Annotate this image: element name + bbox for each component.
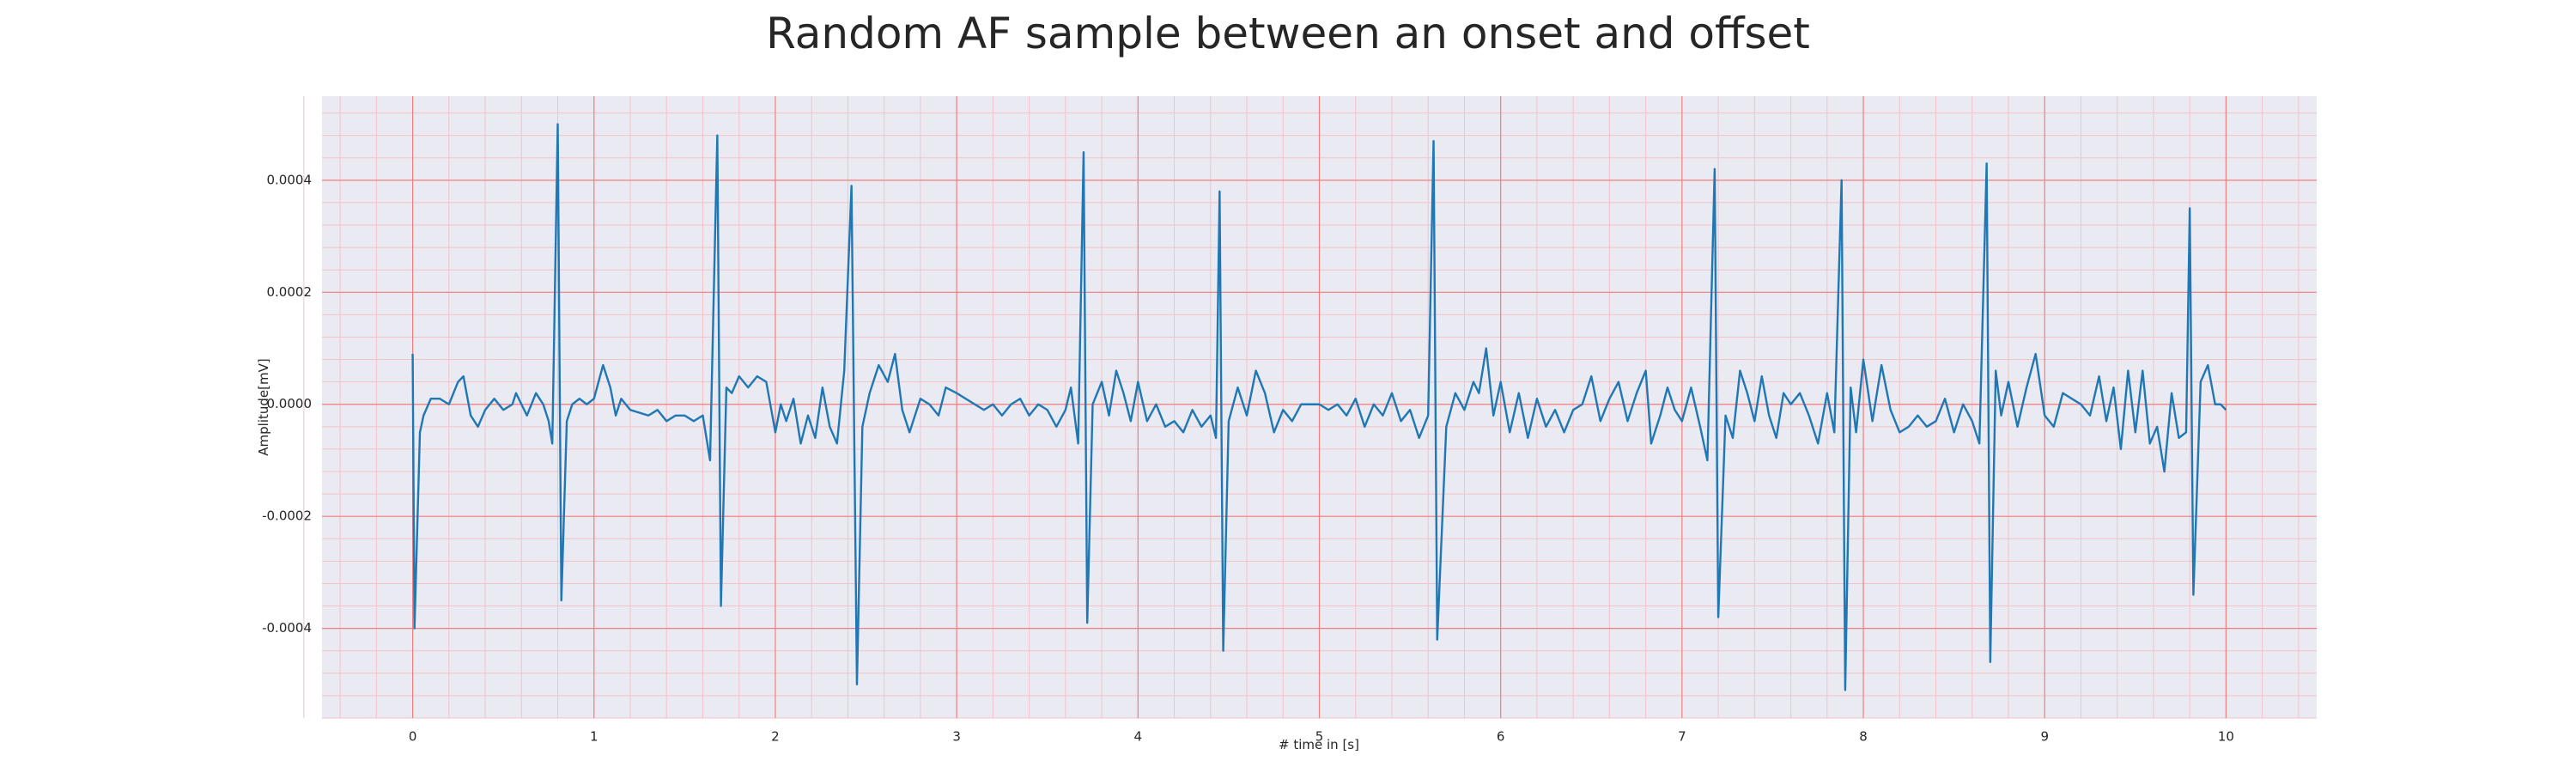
x-tick-label: 2 bbox=[771, 729, 780, 745]
x-axis-label: # time in [s] bbox=[1279, 737, 1359, 752]
y-tick-label: 0.0002 bbox=[267, 284, 313, 300]
x-tick-label: 5 bbox=[1315, 729, 1324, 745]
y-axis-label: Amplitude[mV] bbox=[256, 358, 271, 455]
y-tick-label: 0.0004 bbox=[267, 172, 313, 187]
x-tick-label: 1 bbox=[590, 729, 598, 745]
chart-title: Random AF sample between an onset and of… bbox=[766, 9, 1810, 58]
x-tick-label: 9 bbox=[2040, 729, 2049, 745]
y-tick-label: -0.0004 bbox=[262, 620, 312, 636]
x-tick-label: 4 bbox=[1134, 729, 1143, 745]
x-tick-label: 6 bbox=[1497, 729, 1505, 745]
x-tick-label: 0 bbox=[409, 729, 417, 745]
x-tick-label: 10 bbox=[2218, 729, 2234, 745]
signal-line bbox=[411, 123, 2227, 691]
x-tick-label: 7 bbox=[1678, 729, 1686, 745]
x-tick-label: 8 bbox=[1859, 729, 1868, 745]
y-tick-label: -0.0002 bbox=[262, 508, 312, 524]
y-tick-label: 0.0000 bbox=[267, 396, 313, 411]
x-tick-label: 3 bbox=[952, 729, 961, 745]
